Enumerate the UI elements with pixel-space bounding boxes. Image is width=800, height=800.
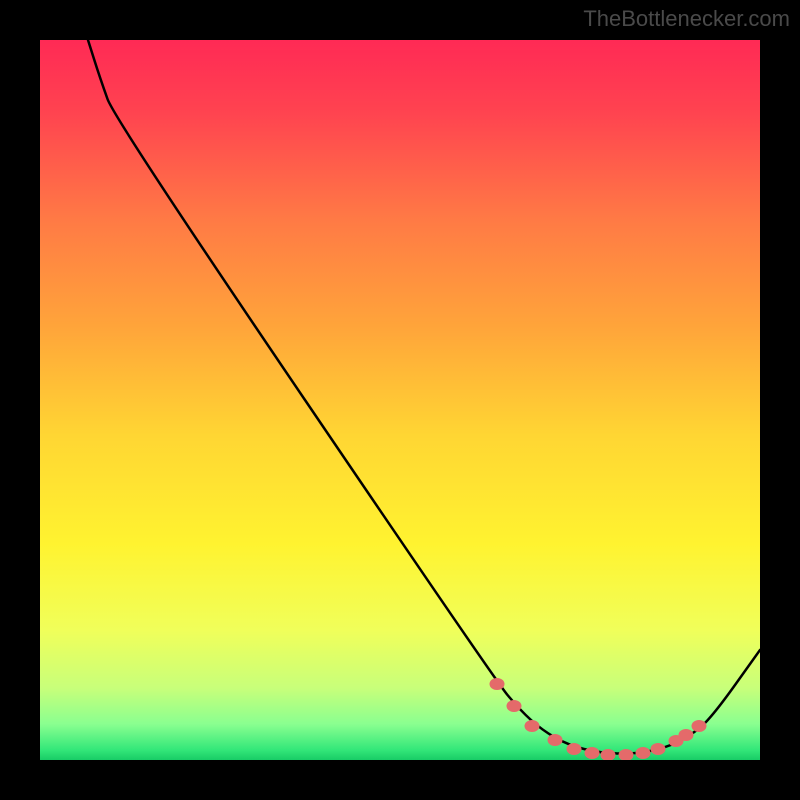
dot-marker (548, 734, 563, 746)
dot-marker (619, 749, 634, 760)
dot-marker (679, 729, 694, 741)
dot-marker (692, 720, 707, 732)
dot-marker (636, 747, 651, 759)
dot-marker (585, 747, 600, 759)
curve-path (88, 40, 760, 754)
dot-marker (601, 749, 616, 760)
dot-marker (507, 700, 522, 712)
plot-area (40, 40, 760, 760)
bottleneck-curve (40, 40, 760, 760)
dot-marker (490, 678, 505, 690)
curve-dots (490, 678, 707, 760)
chart-frame: TheBottlenecker.com (0, 0, 800, 800)
dot-marker (651, 743, 666, 755)
dot-marker (525, 720, 540, 732)
watermark-text: TheBottlenecker.com (583, 6, 790, 32)
dot-marker (567, 743, 582, 755)
